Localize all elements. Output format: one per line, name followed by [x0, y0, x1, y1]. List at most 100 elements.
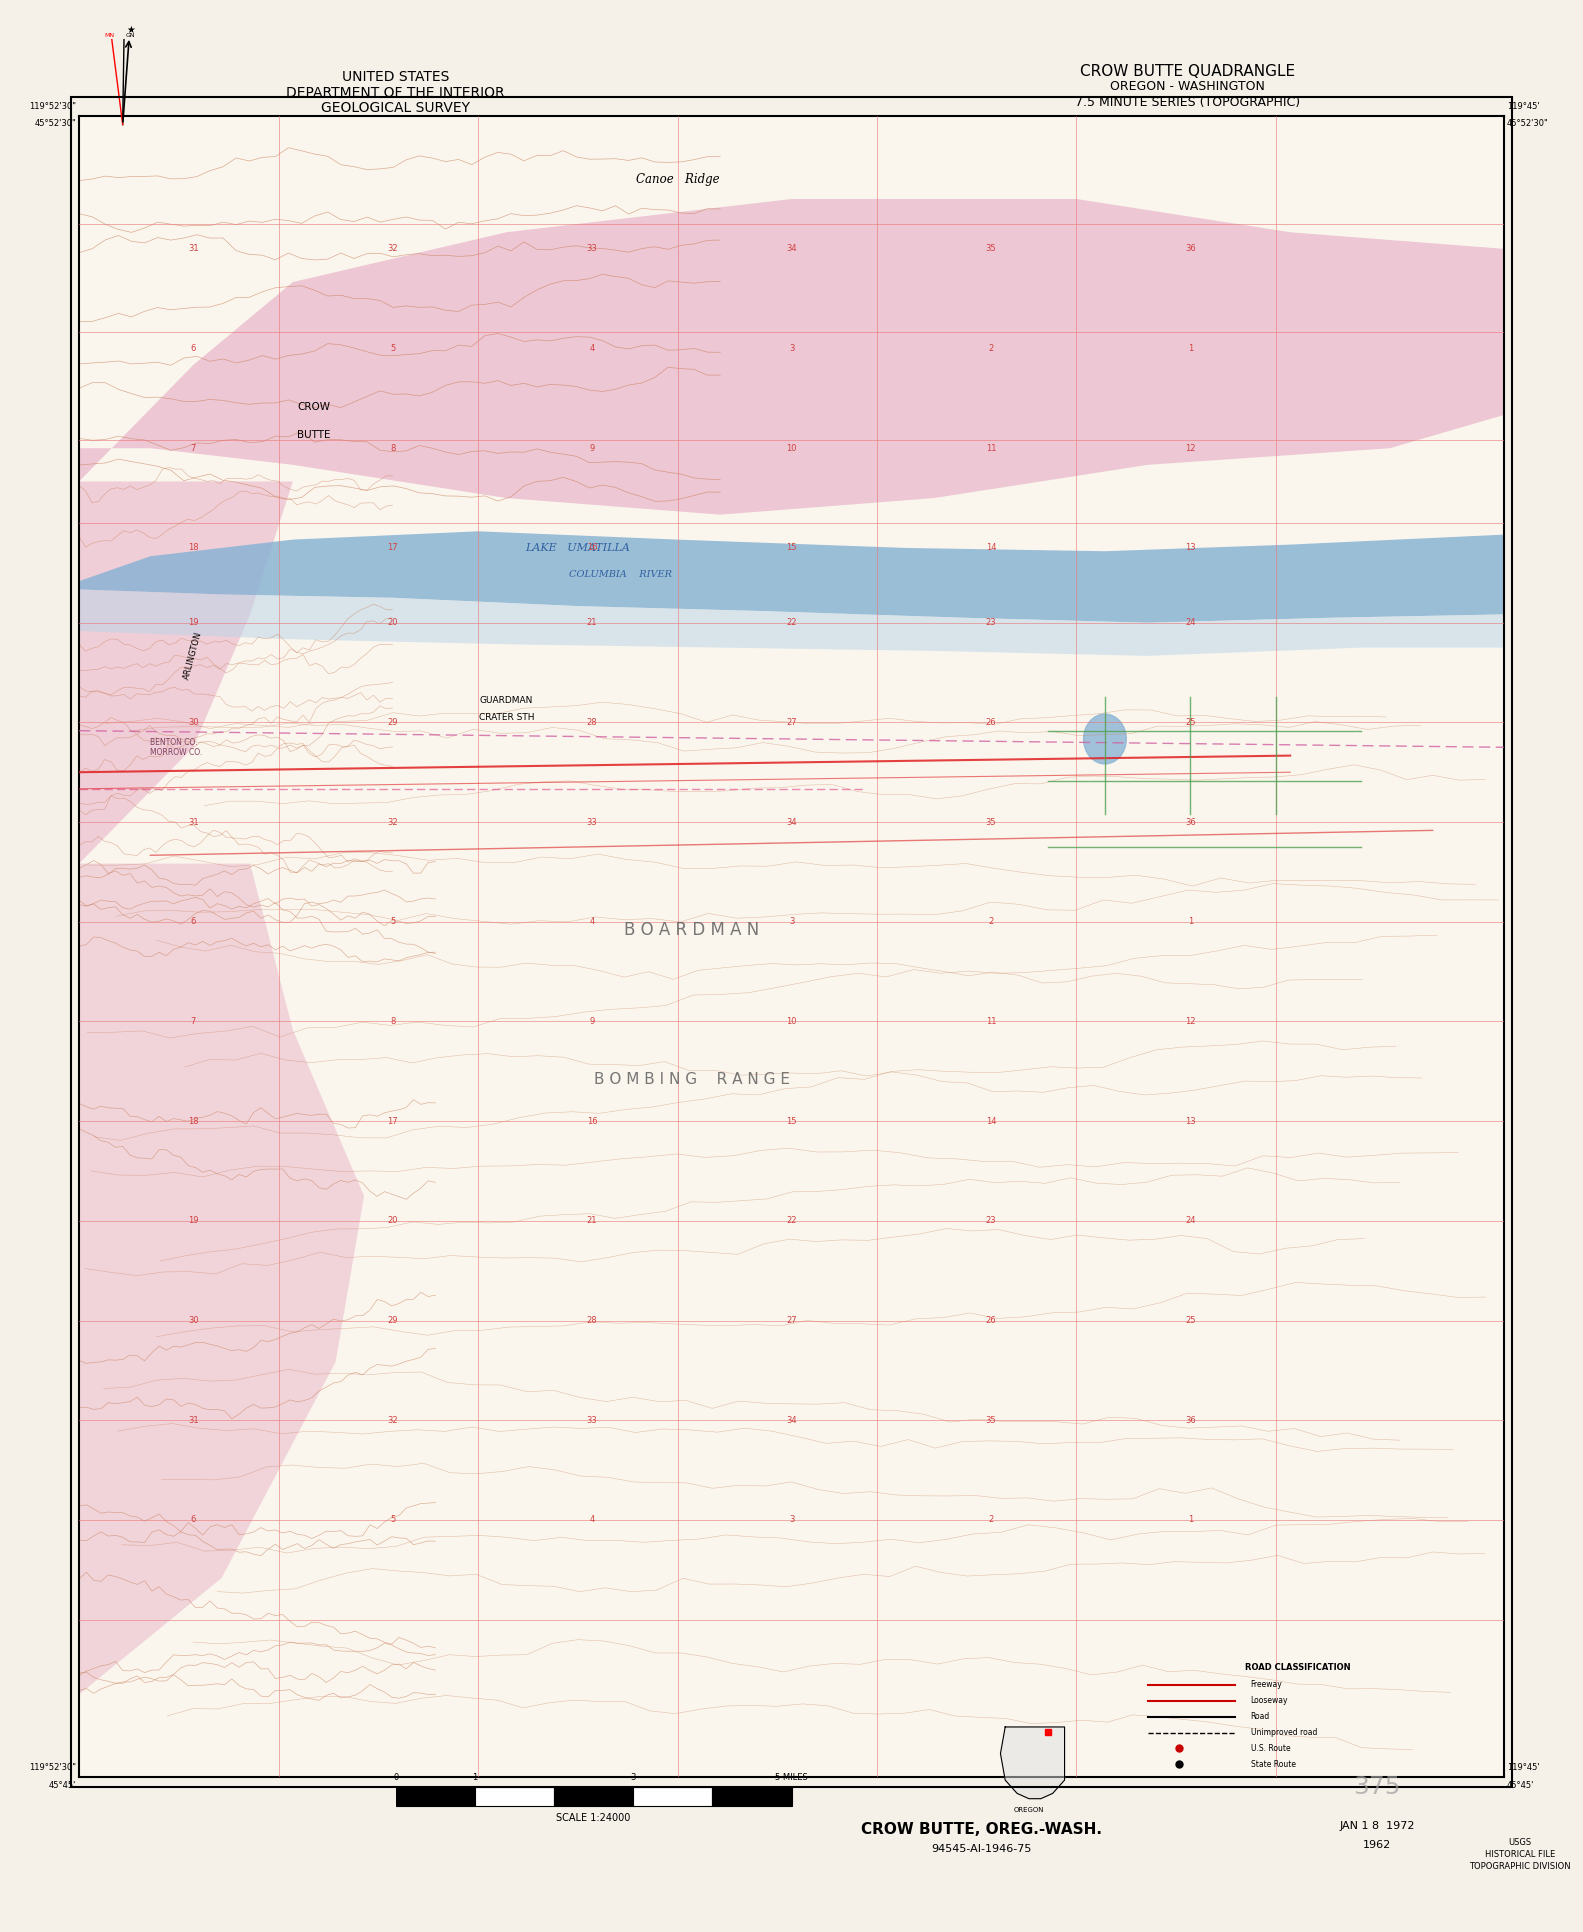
Text: JAN 1 8  1972: JAN 1 8 1972 — [1339, 1820, 1415, 1832]
Text: 1: 1 — [1187, 1515, 1194, 1524]
Text: 1962: 1962 — [1363, 1839, 1391, 1851]
Text: 27: 27 — [787, 719, 796, 726]
Text: 35: 35 — [986, 817, 996, 827]
Text: Looseway: Looseway — [1251, 1696, 1289, 1706]
Text: 33: 33 — [587, 817, 597, 827]
Text: 33: 33 — [587, 1416, 597, 1424]
Polygon shape — [79, 864, 364, 1694]
Text: 6: 6 — [190, 1515, 196, 1524]
Polygon shape — [79, 589, 1504, 655]
Text: ROAD CLASSIFICATION: ROAD CLASSIFICATION — [1246, 1663, 1350, 1673]
Text: 35: 35 — [986, 1416, 996, 1424]
Text: 24: 24 — [1186, 618, 1195, 628]
Text: State Route: State Route — [1251, 1760, 1295, 1770]
Text: 18: 18 — [188, 1117, 198, 1126]
Text: 20: 20 — [388, 618, 397, 628]
Text: 29: 29 — [388, 719, 397, 726]
Text: 3: 3 — [630, 1774, 636, 1781]
Text: 7.5 MINUTE SERIES (TOPOGRAPHIC): 7.5 MINUTE SERIES (TOPOGRAPHIC) — [1075, 97, 1300, 108]
Text: 375: 375 — [1353, 1776, 1401, 1799]
Text: 3: 3 — [788, 918, 795, 925]
Text: 45°45': 45°45' — [49, 1781, 76, 1789]
Text: 17: 17 — [388, 1117, 397, 1126]
Text: COLUMBIA    RIVER: COLUMBIA RIVER — [568, 570, 673, 580]
Text: 13: 13 — [1186, 543, 1195, 553]
Text: 19: 19 — [188, 1217, 198, 1225]
Text: 11: 11 — [986, 444, 996, 452]
Text: 26: 26 — [986, 1316, 996, 1325]
Text: 1: 1 — [1187, 918, 1194, 925]
Bar — [475, 1787, 554, 1806]
Text: CRATER STH: CRATER STH — [478, 713, 535, 723]
Text: 3: 3 — [788, 1515, 795, 1524]
Text: 21: 21 — [587, 618, 597, 628]
Text: 30: 30 — [188, 719, 198, 726]
Text: MN: MN — [104, 33, 114, 39]
Text: CROW BUTTE QUADRANGLE: CROW BUTTE QUADRANGLE — [1080, 64, 1295, 79]
Bar — [633, 1787, 712, 1806]
Text: 14: 14 — [986, 1117, 996, 1126]
Text: 45°52'30": 45°52'30" — [1507, 120, 1548, 128]
Text: SCALE 1:24000: SCALE 1:24000 — [557, 1812, 630, 1824]
Text: 13: 13 — [1186, 1117, 1195, 1126]
Text: Canoe   Ridge: Canoe Ridge — [636, 172, 719, 185]
Text: 16: 16 — [587, 543, 597, 553]
Text: 1: 1 — [1187, 344, 1194, 354]
Text: 19: 19 — [188, 618, 198, 628]
Bar — [712, 1787, 792, 1806]
Text: 9: 9 — [589, 444, 595, 452]
Text: DEPARTMENT OF THE INTERIOR: DEPARTMENT OF THE INTERIOR — [287, 85, 505, 100]
Polygon shape — [79, 481, 293, 864]
Text: ★: ★ — [127, 25, 135, 35]
Text: 32: 32 — [388, 1416, 397, 1424]
Text: 45°45': 45°45' — [1507, 1781, 1534, 1789]
Text: 29: 29 — [388, 1316, 397, 1325]
Polygon shape — [1000, 1727, 1064, 1799]
Text: 31: 31 — [188, 1416, 198, 1424]
Text: 119°45': 119°45' — [1507, 102, 1539, 110]
Text: Road: Road — [1251, 1712, 1270, 1721]
Text: 33: 33 — [587, 243, 597, 253]
Circle shape — [1084, 715, 1127, 763]
Text: 16: 16 — [587, 1117, 597, 1126]
Text: 28: 28 — [587, 1316, 597, 1325]
Text: 7: 7 — [190, 1016, 196, 1026]
Text: 31: 31 — [188, 817, 198, 827]
Text: 34: 34 — [787, 1416, 796, 1424]
Text: 10: 10 — [787, 1016, 796, 1026]
Text: 4: 4 — [589, 1515, 595, 1524]
Text: 36: 36 — [1186, 1416, 1195, 1424]
Text: OREGON - WASHINGTON: OREGON - WASHINGTON — [1110, 81, 1265, 93]
Text: 4: 4 — [589, 344, 595, 354]
Text: 22: 22 — [787, 618, 796, 628]
Text: 12: 12 — [1186, 444, 1195, 452]
Polygon shape — [79, 531, 1504, 622]
Text: 34: 34 — [787, 817, 796, 827]
Bar — [554, 1787, 633, 1806]
Text: 36: 36 — [1186, 817, 1195, 827]
Text: 4: 4 — [589, 918, 595, 925]
Polygon shape — [79, 199, 1504, 514]
Text: 11: 11 — [986, 1016, 996, 1026]
Text: 23: 23 — [986, 1217, 996, 1225]
Text: CROW BUTTE, OREG.-WASH.: CROW BUTTE, OREG.-WASH. — [861, 1822, 1102, 1837]
Text: 8: 8 — [389, 1016, 396, 1026]
Text: 7: 7 — [190, 444, 196, 452]
Text: 94545-AI-1946-75: 94545-AI-1946-75 — [931, 1843, 1032, 1855]
Text: 2: 2 — [988, 344, 994, 354]
Text: Freeway: Freeway — [1251, 1681, 1282, 1689]
Text: 5: 5 — [389, 918, 396, 925]
Text: 35: 35 — [986, 243, 996, 253]
Text: 17: 17 — [388, 543, 397, 553]
Text: 6: 6 — [190, 918, 196, 925]
Text: 1: 1 — [472, 1774, 478, 1781]
Text: BUTTE: BUTTE — [298, 431, 331, 440]
Text: GEOLOGICAL SURVEY: GEOLOGICAL SURVEY — [321, 100, 470, 116]
Text: GUARDMAN: GUARDMAN — [480, 696, 533, 705]
Text: 0: 0 — [393, 1774, 399, 1781]
Text: 5: 5 — [389, 344, 396, 354]
Text: 21: 21 — [587, 1217, 597, 1225]
Text: 24: 24 — [1186, 1217, 1195, 1225]
Text: UNITED STATES: UNITED STATES — [342, 70, 450, 85]
Text: 119°52'30": 119°52'30" — [30, 1764, 76, 1772]
